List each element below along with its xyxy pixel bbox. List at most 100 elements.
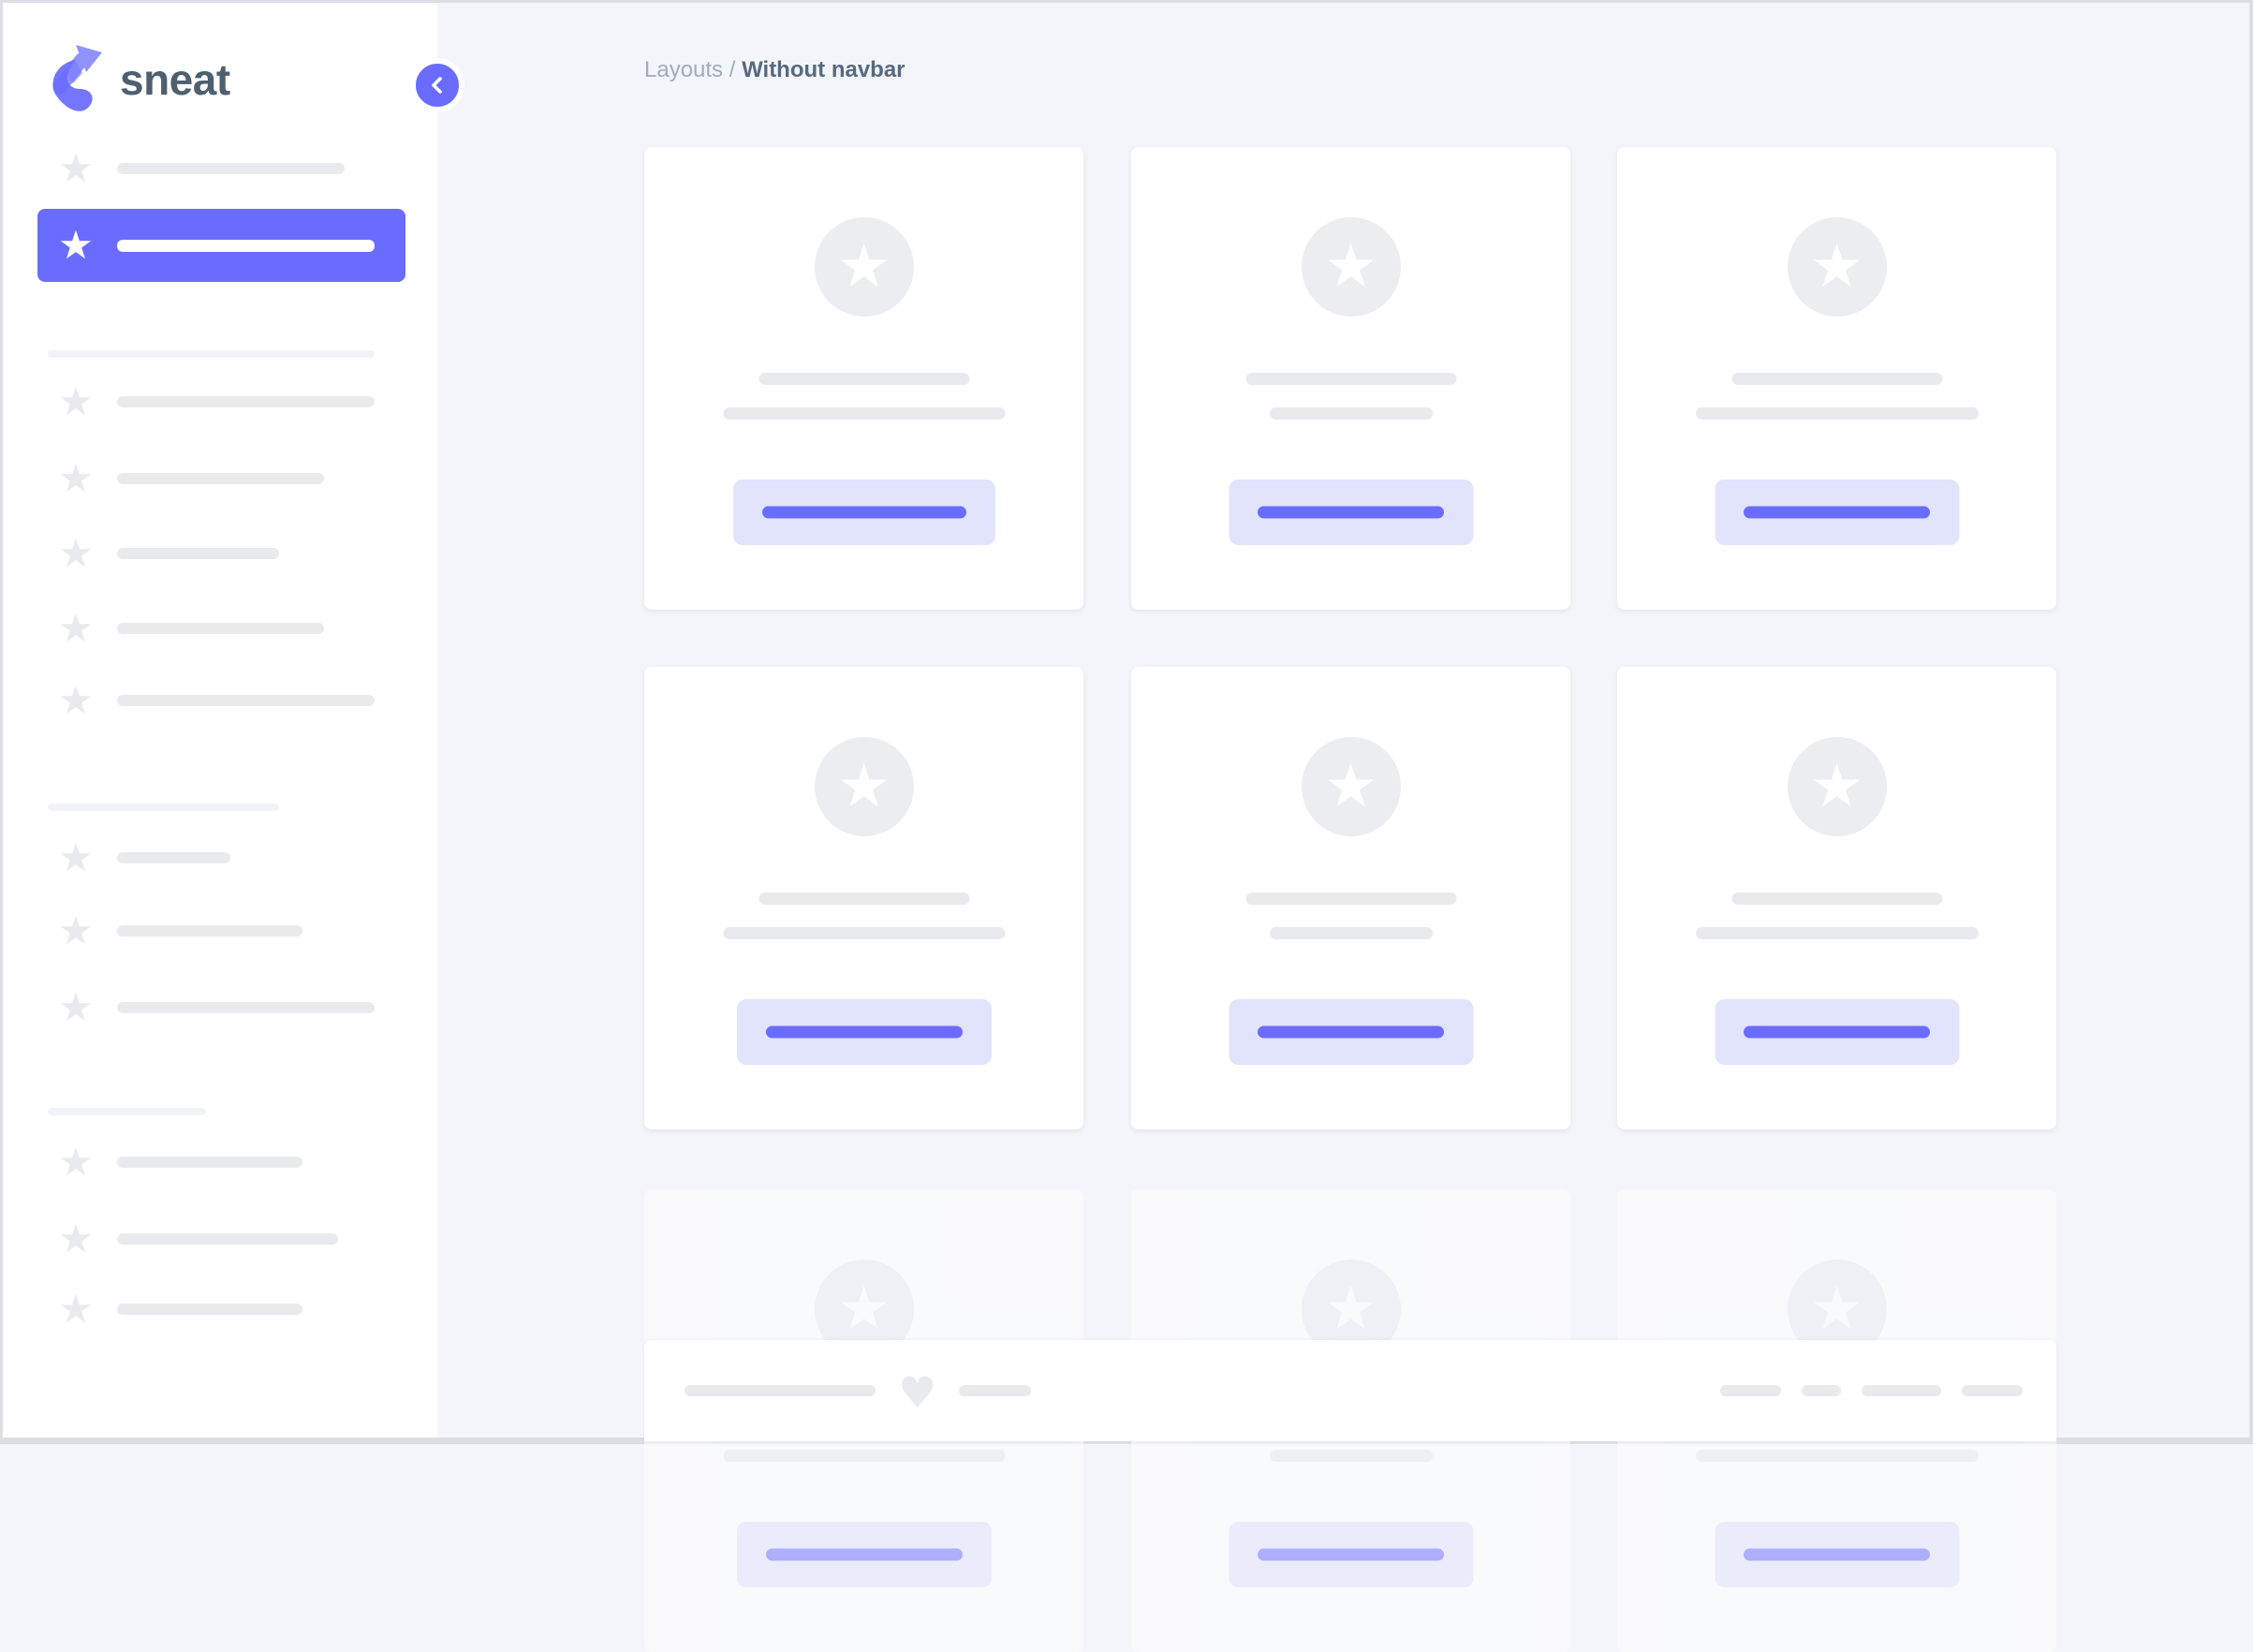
card-avatar: ★: [1301, 217, 1401, 317]
sidebar-item-label-skeleton: [117, 852, 230, 863]
card-avatar: ★: [1787, 217, 1887, 317]
star-icon: ★: [58, 1216, 94, 1261]
sidebar-item-label-skeleton: [117, 925, 302, 937]
footer-text-skeleton: [959, 1385, 1032, 1396]
sidebar-collapse-button[interactable]: [410, 58, 464, 112]
footer-link-skeleton: [1802, 1385, 1841, 1396]
sidebar-item-label-skeleton: [117, 1233, 338, 1245]
sidebar-item[interactable]: ★: [3, 971, 437, 1044]
star-icon: ★: [58, 530, 94, 576]
card-button-skeleton[interactable]: [736, 1522, 992, 1587]
card-title-skeleton: [1731, 892, 1942, 905]
card-button-label-skeleton: [1744, 506, 1930, 519]
card-button-label-skeleton: [761, 506, 966, 519]
card-subtitle-skeleton: [723, 927, 1005, 939]
star-icon: ★: [58, 907, 94, 953]
sidebar-item[interactable]: ★: [3, 821, 437, 894]
sidebar-item-label-skeleton: [117, 473, 324, 484]
brand[interactable]: sneat: [47, 42, 230, 117]
star-icon: ★: [1323, 232, 1378, 302]
sidebar-item[interactable]: ★: [3, 894, 437, 967]
card-button-skeleton[interactable]: [1715, 1522, 1959, 1587]
breadcrumb-current: Without navbar: [742, 57, 906, 82]
card-button-skeleton[interactable]: [1229, 1522, 1473, 1587]
sidebar-item-label-skeleton: [117, 1304, 302, 1315]
footer-link-skeleton: [1962, 1385, 2023, 1396]
card-avatar: ★: [814, 217, 914, 317]
card-button-skeleton[interactable]: [732, 479, 995, 545]
star-icon: ★: [58, 378, 94, 424]
placeholder-card: ★: [644, 667, 1083, 1129]
card-button-label-skeleton: [1258, 1025, 1444, 1039]
star-icon: ★: [1809, 232, 1864, 302]
card-subtitle-skeleton: [723, 407, 1005, 420]
sneat-logo-icon: [52, 45, 102, 111]
sidebar-item[interactable]: ★: [3, 517, 437, 590]
card-subtitle-skeleton: [1269, 407, 1433, 420]
star-icon: ★: [58, 984, 94, 1030]
card-avatar: ★: [1787, 737, 1887, 836]
star-icon: ★: [1323, 752, 1378, 821]
star-icon: ★: [58, 222, 94, 268]
sidebar: sneat ★ ★ ★ ★ ★ ★ ★ ★ ★ ★ ★ ★ ★: [3, 3, 437, 1438]
card-subtitle-skeleton: [1269, 927, 1433, 939]
sidebar-section-divider: [48, 350, 375, 358]
placeholder-card: ★: [1617, 667, 2056, 1129]
sidebar-item[interactable]: ★: [3, 132, 437, 205]
star-icon: ★: [58, 1286, 94, 1332]
sidebar-item[interactable]: ★: [3, 442, 437, 515]
footer-text-skeleton: [685, 1385, 876, 1396]
sidebar-item-label-skeleton: [117, 623, 324, 634]
card-button-skeleton[interactable]: [1715, 999, 1959, 1065]
star-icon: ★: [836, 752, 891, 821]
footer-link-skeleton: [1862, 1385, 1941, 1396]
card-button-label-skeleton: [765, 1548, 963, 1561]
card-avatar: ★: [814, 737, 914, 836]
card-button-skeleton[interactable]: [736, 999, 992, 1065]
star-icon: ★: [1323, 1275, 1378, 1344]
breadcrumb: Layouts / Without navbar: [644, 57, 906, 83]
card-subtitle-skeleton: [1695, 927, 1979, 939]
card-subtitle-skeleton: [723, 1450, 1005, 1462]
card-title-skeleton: [758, 892, 969, 905]
star-icon: ★: [58, 455, 94, 501]
star-icon: ★: [836, 1275, 891, 1344]
sidebar-item[interactable]: ★: [3, 1202, 437, 1276]
breadcrumb-separator: /: [729, 57, 736, 82]
sidebar-section-divider: [48, 1108, 206, 1115]
card-button-skeleton[interactable]: [1229, 999, 1473, 1065]
sidebar-item-label-skeleton: [117, 239, 375, 252]
card-title-skeleton: [1731, 373, 1942, 385]
footer-link-skeleton: [1720, 1385, 1781, 1396]
sidebar-item-label-skeleton: [117, 163, 345, 174]
sidebar-item-label-skeleton: [117, 548, 279, 559]
placeholder-card: ★: [1131, 667, 1570, 1129]
footer-links-skeleton: [1700, 1385, 2023, 1396]
star-icon: ★: [1809, 752, 1864, 821]
sidebar-item[interactable]: ★: [3, 592, 437, 665]
card-button-skeleton[interactable]: [1715, 479, 1959, 545]
sidebar-item[interactable]: ★: [3, 664, 437, 737]
card-button-skeleton[interactable]: [1229, 479, 1473, 545]
sidebar-item-label-skeleton: [117, 1157, 302, 1168]
breadcrumb-parent[interactable]: Layouts: [644, 57, 724, 82]
sidebar-item-label-skeleton: [117, 396, 375, 407]
placeholder-card: ★: [1131, 147, 1570, 610]
placeholder-card: ★: [1617, 147, 2056, 610]
card-button-label-skeleton: [765, 1025, 963, 1039]
sidebar-item[interactable]: ★: [3, 1273, 437, 1346]
sidebar-item[interactable]: ★: [3, 365, 437, 438]
card-subtitle-skeleton: [1695, 1450, 1979, 1462]
star-icon: ★: [58, 1139, 94, 1185]
star-icon: ★: [1809, 1275, 1864, 1344]
card-title-skeleton: [1245, 892, 1456, 905]
sidebar-item[interactable]: ★: [3, 1126, 437, 1199]
page-footer: ♥: [644, 1340, 2056, 1441]
card-button-label-skeleton: [1744, 1025, 1930, 1039]
card-title-skeleton: [758, 373, 969, 385]
star-icon: ★: [58, 605, 94, 651]
sidebar-item-label-skeleton: [117, 1002, 375, 1013]
sidebar-item-active[interactable]: ★: [37, 209, 405, 282]
card-avatar: ★: [1301, 737, 1401, 836]
app-title: sneat: [120, 55, 230, 104]
